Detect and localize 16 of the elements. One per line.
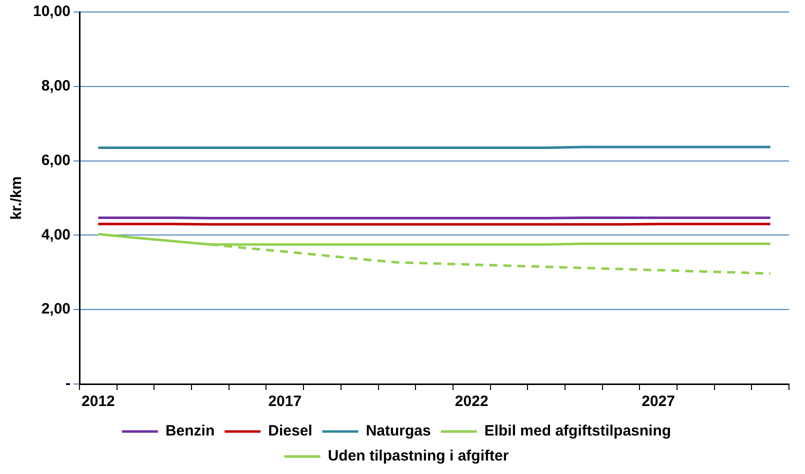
y-tick-label: 4,00 [41, 226, 71, 244]
x-tick-label: 2022 [454, 393, 488, 410]
x-tick-label: 2012 [82, 393, 115, 410]
y-tick-label: 2,00 [41, 300, 71, 318]
y-tick-label: 6,00 [41, 152, 71, 169]
legend-label: Naturgas [366, 422, 431, 440]
y-tick-label: 8,00 [41, 78, 71, 95]
y-axis-title: kr./km [8, 176, 26, 220]
x-tick-label: 2017 [268, 393, 302, 410]
x-tick-label: 2027 [642, 393, 675, 410]
legend-label: Uden tilpastning i afgifter [328, 448, 509, 465]
y-tick-label: - [66, 375, 71, 392]
legend-label: Elbil med afgiftstilpasning [484, 422, 672, 440]
legend-label: Diesel [268, 422, 312, 440]
legend-label: Benzin [165, 422, 215, 440]
y-tick-label: 10,00 [32, 3, 71, 20]
